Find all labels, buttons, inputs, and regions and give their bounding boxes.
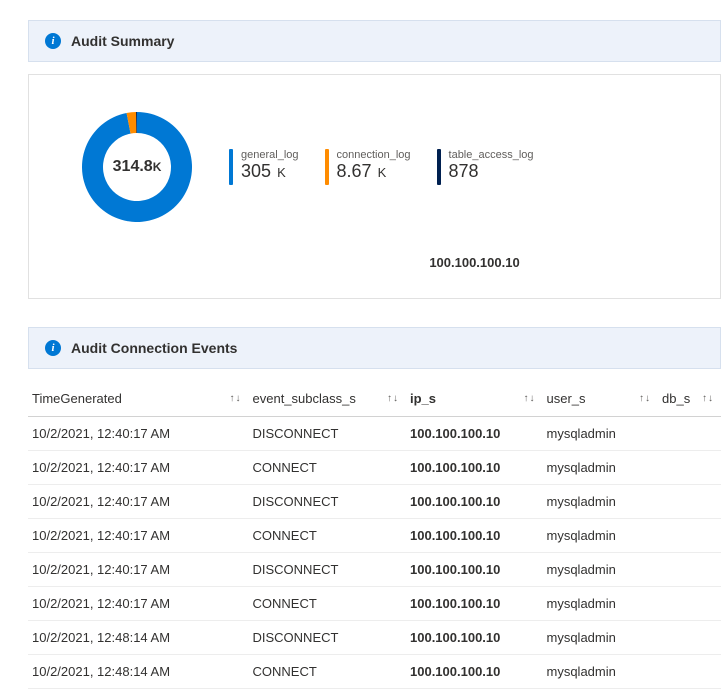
- audit-connection-title: Audit Connection Events: [71, 340, 237, 356]
- audit-connection-header: i Audit Connection Events: [28, 327, 721, 369]
- sort-icon[interactable]: ↑↓: [702, 394, 713, 404]
- column-header-user[interactable]: user_s ↑↓: [543, 381, 659, 417]
- stat-color-bar: [437, 149, 441, 185]
- table-row[interactable]: 10/2/2021, 12:40:17 AMCONNECT100.100.100…: [28, 451, 721, 485]
- cell-event: CONNECT: [249, 655, 407, 689]
- stat-color-bar: [325, 149, 329, 185]
- cell-event: CONNECT: [249, 451, 407, 485]
- cell-db: [658, 485, 721, 519]
- cell-time: 10/2/2021, 12:40:17 AM: [28, 587, 249, 621]
- column-header-event[interactable]: event_subclass_s ↑↓: [249, 381, 407, 417]
- cell-db: [658, 519, 721, 553]
- cell-ip: 100.100.100.10: [406, 519, 543, 553]
- summary-ip-line: 100.100.100.10: [49, 255, 700, 270]
- column-label: user_s: [547, 391, 586, 406]
- cell-ip: 100.100.100.10: [406, 655, 543, 689]
- column-label: event_subclass_s: [253, 391, 356, 406]
- column-header-db[interactable]: db_s ↑↓: [658, 381, 721, 417]
- cell-ip: 100.100.100.10: [406, 621, 543, 655]
- cell-db: [658, 587, 721, 621]
- column-label: TimeGenerated: [32, 391, 122, 406]
- sort-icon[interactable]: ↑↓: [639, 394, 650, 404]
- cell-time: 10/2/2021, 12:40:17 AM: [28, 553, 249, 587]
- sort-icon[interactable]: ↑↓: [230, 394, 241, 404]
- column-header-time[interactable]: TimeGenerated ↑↓: [28, 381, 249, 417]
- info-icon: i: [45, 33, 61, 49]
- info-icon: i: [45, 340, 61, 356]
- cell-ip: 100.100.100.10: [406, 417, 543, 451]
- stat-value: 878: [449, 161, 534, 183]
- column-label: ip_s: [410, 391, 436, 406]
- stat-item: general_log305 K: [229, 149, 299, 185]
- donut-center-unit: K: [153, 160, 162, 174]
- cell-user: mysqladmin: [543, 621, 659, 655]
- audit-summary-header: i Audit Summary: [28, 20, 721, 62]
- cell-event: DISCONNECT: [249, 417, 407, 451]
- column-label: db_s: [662, 391, 690, 406]
- cell-db: [658, 451, 721, 485]
- summary-row: 314.8K general_log305 K connection_log8.6…: [49, 107, 700, 227]
- sort-icon[interactable]: ↑↓: [524, 394, 535, 404]
- stat-value: 305 K: [241, 161, 299, 183]
- stat-color-bar: [229, 149, 233, 185]
- table-row[interactable]: 10/2/2021, 12:40:17 AMDISCONNECT100.100.…: [28, 553, 721, 587]
- cell-db: [658, 655, 721, 689]
- stat-label: connection_log: [337, 149, 411, 161]
- table-row[interactable]: 10/2/2021, 12:40:17 AMCONNECT100.100.100…: [28, 587, 721, 621]
- cell-user: mysqladmin: [543, 485, 659, 519]
- table-row[interactable]: 10/2/2021, 12:40:17 AMCONNECT100.100.100…: [28, 519, 721, 553]
- cell-time: 10/2/2021, 12:40:17 AM: [28, 451, 249, 485]
- cell-user: mysqladmin: [543, 587, 659, 621]
- donut-center-value: 314.8: [113, 158, 153, 176]
- stat-value: 8.67 K: [337, 161, 411, 183]
- stat-item: table_access_log878: [437, 149, 534, 185]
- cell-time: 10/2/2021, 12:40:17 AM: [28, 417, 249, 451]
- table-row[interactable]: 10/2/2021, 12:40:17 AMDISCONNECT100.100.…: [28, 485, 721, 519]
- cell-ip: 100.100.100.10: [406, 587, 543, 621]
- cell-time: 10/2/2021, 12:40:17 AM: [28, 519, 249, 553]
- cell-time: 10/2/2021, 12:40:17 AM: [28, 485, 249, 519]
- cell-event: DISCONNECT: [249, 553, 407, 587]
- donut-center-label: 314.8K: [77, 107, 197, 227]
- donut-chart[interactable]: 314.8K: [77, 107, 197, 227]
- column-header-ip[interactable]: ip_s ↑↓: [406, 381, 543, 417]
- cell-event: CONNECT: [249, 519, 407, 553]
- cell-event: DISCONNECT: [249, 621, 407, 655]
- cell-user: mysqladmin: [543, 451, 659, 485]
- cell-db: [658, 553, 721, 587]
- table-row[interactable]: 10/2/2021, 12:48:14 AMDISCONNECT100.100.…: [28, 621, 721, 655]
- audit-summary-title: Audit Summary: [71, 33, 174, 49]
- cell-ip: 100.100.100.10: [406, 451, 543, 485]
- cell-ip: 100.100.100.10: [406, 485, 543, 519]
- table-row[interactable]: 10/2/2021, 12:48:14 AMCONNECT100.100.100…: [28, 655, 721, 689]
- cell-user: mysqladmin: [543, 655, 659, 689]
- table-row[interactable]: 10/2/2021, 12:40:17 AMDISCONNECT100.100.…: [28, 417, 721, 451]
- cell-time: 10/2/2021, 12:48:14 AM: [28, 655, 249, 689]
- connection-events-table: TimeGenerated↑↓event_subclass_s↑↓ip_s↑↓u…: [28, 381, 721, 689]
- cell-user: mysqladmin: [543, 417, 659, 451]
- stat-item: connection_log8.67 K: [325, 149, 411, 185]
- cell-time: 10/2/2021, 12:48:14 AM: [28, 621, 249, 655]
- cell-ip: 100.100.100.10: [406, 553, 543, 587]
- stat-label: general_log: [241, 149, 299, 161]
- sort-icon[interactable]: ↑↓: [387, 394, 398, 404]
- cell-event: DISCONNECT: [249, 485, 407, 519]
- audit-summary-body: 314.8K general_log305 K connection_log8.6…: [28, 74, 721, 299]
- cell-user: mysqladmin: [543, 553, 659, 587]
- cell-event: CONNECT: [249, 587, 407, 621]
- stat-label: table_access_log: [449, 149, 534, 161]
- stats-container: general_log305 K connection_log8.67 K tabl…: [229, 149, 534, 185]
- cell-user: mysqladmin: [543, 519, 659, 553]
- cell-db: [658, 417, 721, 451]
- cell-db: [658, 621, 721, 655]
